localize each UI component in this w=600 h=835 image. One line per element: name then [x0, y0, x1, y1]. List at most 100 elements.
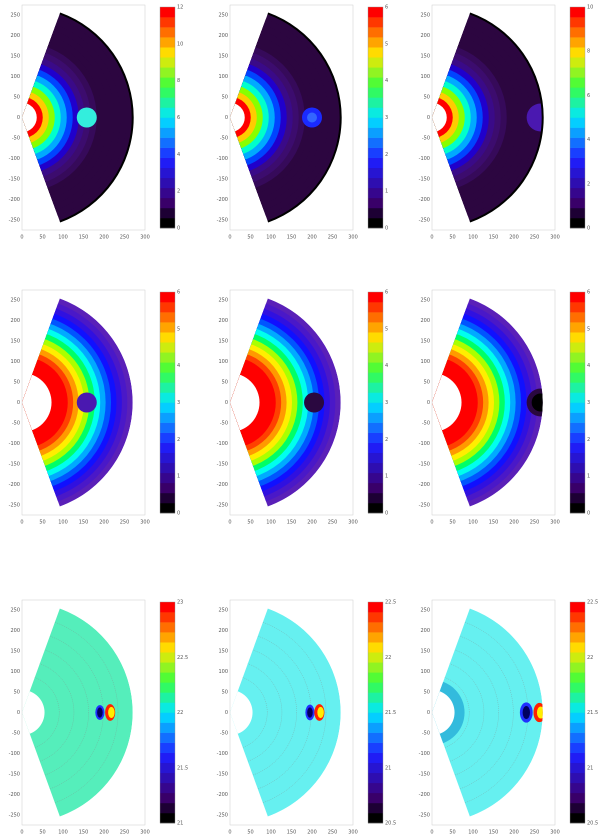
- colorbar-step: [368, 312, 383, 323]
- colorbar-tick-label: 0: [587, 511, 590, 517]
- dipole: [536, 706, 543, 719]
- colorbar-step: [160, 792, 175, 804]
- axes-box: [431, 599, 556, 826]
- colorbar-step: [368, 652, 383, 663]
- y-tick-label: -100: [419, 441, 430, 447]
- contour-band: [22, 608, 133, 817]
- colorbar-step: [570, 187, 585, 199]
- colorbar-step: [160, 312, 175, 323]
- colorbar-tick-label: 0: [385, 226, 388, 232]
- y-tick-label: -100: [217, 156, 228, 162]
- colorbar-tick-label: 4: [385, 78, 388, 84]
- colorbar-step: [160, 642, 175, 653]
- y-tick-label: -50: [422, 731, 430, 737]
- y-tick-label: 50: [424, 380, 430, 386]
- x-tick-label: 250: [328, 830, 338, 835]
- colorbar-step: [160, 752, 175, 764]
- dipole: [522, 705, 531, 720]
- y-tick-label: -250: [419, 218, 430, 224]
- x-tick-label: 50: [39, 235, 45, 241]
- x-tick-label: 150: [489, 830, 499, 835]
- inner-hole: [230, 372, 260, 433]
- colorbar-step: [160, 147, 175, 158]
- x-tick-label: 200: [99, 520, 109, 526]
- colorbar-step: [570, 612, 585, 623]
- colorbar-step: [570, 77, 585, 88]
- colorbar-step: [570, 57, 585, 68]
- x-tick-label: 150: [79, 235, 89, 241]
- x-tick-label: 150: [287, 830, 297, 835]
- y-tick-label: -100: [9, 751, 20, 757]
- colorbar-tick-label: 8: [587, 49, 590, 55]
- colorbar-box: [367, 6, 384, 229]
- colorbar-step: [570, 127, 585, 138]
- x-tick-label: 300: [550, 235, 560, 241]
- y-tick-label: -200: [9, 197, 20, 203]
- colorbar-step: [160, 742, 175, 753]
- colorbar-step: [570, 722, 585, 733]
- x-tick-label: 0: [20, 830, 23, 835]
- colorbar-step: [368, 482, 383, 494]
- y-tick-label: 0: [17, 115, 20, 121]
- colorbar-step: [160, 712, 175, 723]
- y-tick-label: -250: [9, 503, 20, 509]
- x-tick-label: 150: [287, 235, 297, 241]
- y-tick-label: 150: [10, 649, 20, 655]
- axes-box: [21, 4, 146, 231]
- colorbar-step: [368, 382, 383, 393]
- x-tick-label: 200: [99, 830, 109, 835]
- x-tick-label: 300: [348, 520, 358, 526]
- colorbar-step: [160, 812, 175, 824]
- colorbar-step: [570, 732, 585, 743]
- colorbar-step: [570, 37, 585, 48]
- colorbar-step: [368, 502, 383, 514]
- y-tick-label: -50: [12, 136, 20, 142]
- colorbar-step: [160, 462, 175, 474]
- colorbar-step: [160, 502, 175, 514]
- colorbar-step: [368, 732, 383, 743]
- colorbar-step: [160, 482, 175, 494]
- y-tick-label: -200: [217, 792, 228, 798]
- y-tick-label: -50: [220, 731, 228, 737]
- x-tick-label: 0: [20, 235, 23, 241]
- outer-edge: [59, 12, 134, 223]
- colorbar-step: [570, 87, 585, 98]
- grid-arc: [432, 675, 470, 750]
- y-tick-label: 250: [420, 13, 430, 19]
- colorbar-step: [160, 472, 175, 484]
- x-tick-label: 100: [58, 520, 68, 526]
- colorbar-step: [570, 422, 585, 433]
- colorbar-step: [160, 207, 175, 219]
- colorbar-step: [570, 322, 585, 333]
- y-tick-label: -150: [217, 772, 228, 778]
- colorbar-tick-label: 4: [385, 363, 388, 369]
- x-tick-label: 150: [79, 830, 89, 835]
- colorbar-step: [368, 342, 383, 353]
- colorbar-step: [368, 412, 383, 423]
- colorbar-step: [160, 217, 175, 229]
- colorbar-step: [570, 692, 585, 703]
- colorbar-tick-label: 4: [587, 137, 590, 143]
- colorbar-step: [570, 17, 585, 28]
- colorbar-step: [570, 792, 585, 804]
- x-tick-label: 0: [430, 235, 433, 241]
- x-tick-label: 200: [509, 235, 519, 241]
- colorbar-step: [160, 682, 175, 693]
- colorbar-step: [570, 632, 585, 643]
- colorbar-step: [570, 107, 585, 118]
- colorbar-step: [160, 47, 175, 58]
- y-tick-label: 150: [218, 54, 228, 60]
- y-tick-label: 250: [218, 608, 228, 614]
- colorbar-step: [160, 802, 175, 814]
- colorbar-step: [160, 422, 175, 433]
- y-tick-label: -250: [217, 813, 228, 819]
- y-tick-label: -50: [220, 421, 228, 427]
- colorbar-tick-label: 5: [177, 326, 180, 332]
- colorbar-step: [160, 652, 175, 663]
- colorbar-step: [160, 157, 175, 169]
- colorbar-step: [160, 432, 175, 443]
- y-tick-label: -50: [422, 136, 430, 142]
- y-tick-label: 50: [222, 380, 228, 386]
- colorbar-box: [159, 6, 176, 229]
- colorbar-step: [160, 17, 175, 28]
